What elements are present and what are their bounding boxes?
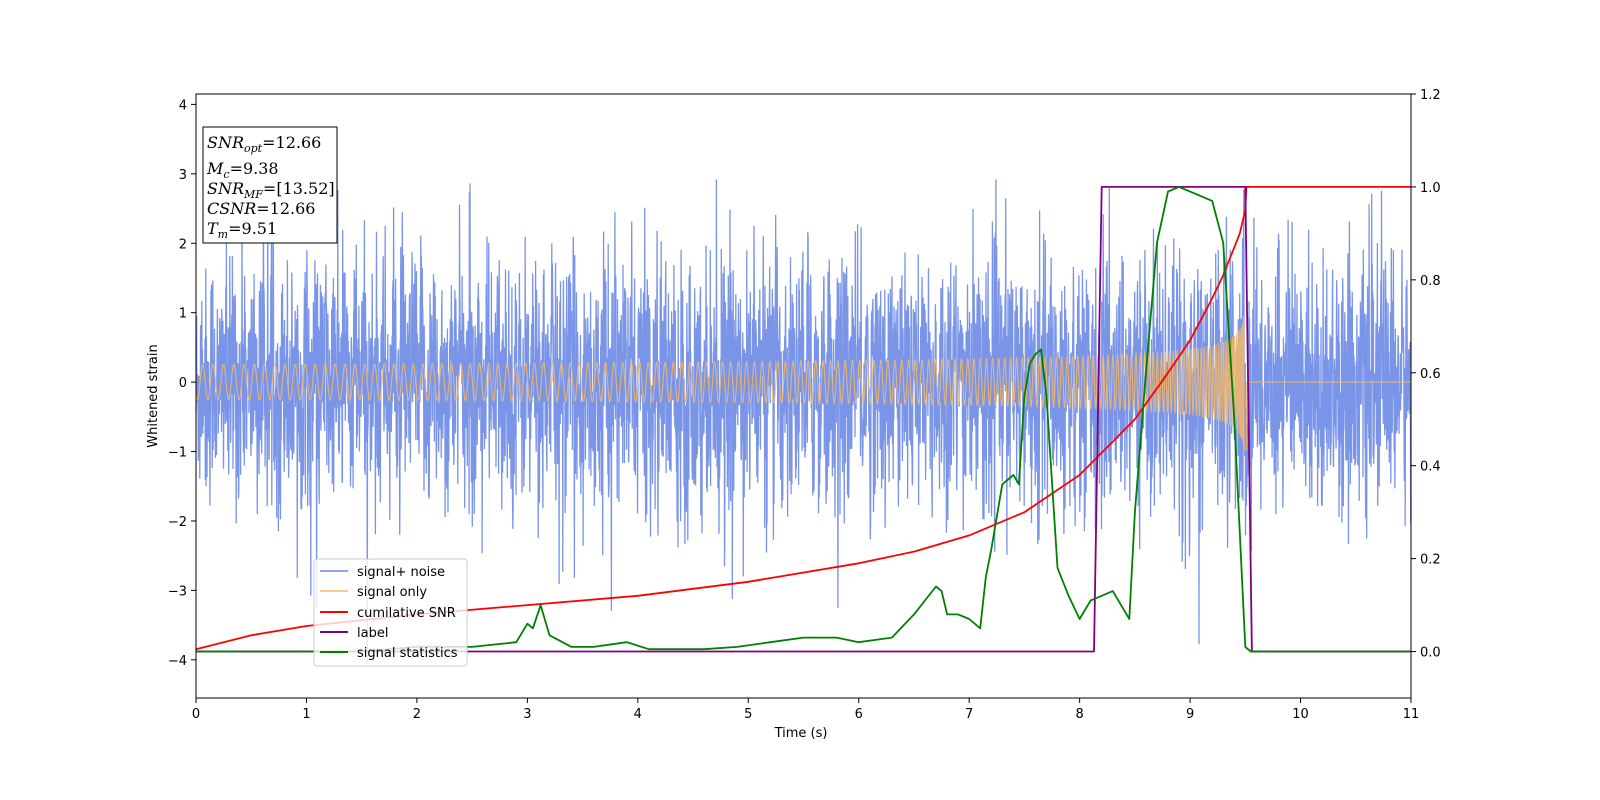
x-tick-label: 1 <box>302 707 310 722</box>
legend: signal+ noise signal only cumilative SNR… <box>313 558 468 667</box>
y-tick-label-right: 1.2 <box>1420 88 1441 103</box>
y-tick-label-left: 0 <box>179 376 187 391</box>
y-tick-label-left: 4 <box>179 98 187 113</box>
y-tick-label-right: 0.0 <box>1420 646 1441 661</box>
x-tick-label: 10 <box>1292 707 1309 722</box>
y-axis-left: −4 −3 −2 −1 0 1 2 3 4 <box>168 98 196 669</box>
x-tick-label: 0 <box>192 707 200 722</box>
legend-label-cumulative-snr: cumilative SNR <box>357 606 456 621</box>
y-tick-label-right: 0.4 <box>1420 460 1441 475</box>
legend-label-signal-statistics: signal statistics <box>357 646 458 661</box>
annotation-tm: Tm=9.51 <box>207 219 277 241</box>
y-tick-label-left: −4 <box>168 654 187 669</box>
y-tick-label-right: 0.6 <box>1420 367 1441 382</box>
annotation-box: SNRopt=12.66 Mc=9.38 SNRMF=[13.52] CSNR=… <box>202 126 338 244</box>
x-tick-label: 2 <box>413 707 421 722</box>
y-axis-right: 0.0 0.2 0.4 0.6 0.8 1.0 1.2 <box>1411 88 1441 661</box>
legend-label-label: label <box>357 626 388 641</box>
x-tick-label: 4 <box>634 707 642 722</box>
y-tick-label-right: 1.0 <box>1420 181 1441 196</box>
legend-item-signal-statistics: signal statistics <box>320 646 458 661</box>
annotation-snr-mf: SNRMF=[13.52] <box>207 179 335 201</box>
y-tick-label-right: 0.8 <box>1420 274 1441 289</box>
y-tick-label-left: −1 <box>168 446 187 461</box>
x-axis-label: Time (s) <box>774 726 828 741</box>
x-tick-label: 7 <box>965 707 973 722</box>
y-tick-label-left: −3 <box>168 584 187 599</box>
plot-area <box>195 163 1412 664</box>
x-axis: 0 1 2 3 4 5 6 7 8 9 10 11 <box>192 698 1419 722</box>
legend-item-cumulative-snr: cumilative SNR <box>320 606 456 621</box>
y-tick-label-left: −2 <box>168 515 187 530</box>
legend-item-signal-only: signal only <box>320 585 427 600</box>
x-tick-label: 9 <box>1186 707 1194 722</box>
y-axis-label: Whitened strain <box>146 344 161 447</box>
series-signal-statistics <box>196 186 1411 653</box>
legend-label-signal-noise: signal+ noise <box>357 565 445 580</box>
x-tick-label: 3 <box>523 707 531 722</box>
annotation-snr-opt: SNRopt=12.66 <box>207 133 321 155</box>
x-tick-label: 6 <box>855 707 863 722</box>
y-tick-label-left: 1 <box>179 307 187 322</box>
y-tick-label-left: 2 <box>179 237 187 252</box>
legend-label-signal-only: signal only <box>357 585 427 600</box>
annotation-mc: Mc=9.38 <box>206 159 279 181</box>
x-tick-label: 8 <box>1075 707 1083 722</box>
legend-item-signal-noise: signal+ noise <box>320 565 445 580</box>
series-signal-only <box>195 315 1411 451</box>
annotation-csnr: CSNR=12.66 <box>207 199 315 218</box>
axes-frame <box>195 93 1412 699</box>
y-tick-label-left: 3 <box>179 168 187 183</box>
legend-item-label: label <box>320 626 388 641</box>
x-tick-label: 11 <box>1403 707 1420 722</box>
y-tick-label-right: 0.2 <box>1420 553 1441 568</box>
x-tick-label: 5 <box>744 707 752 722</box>
